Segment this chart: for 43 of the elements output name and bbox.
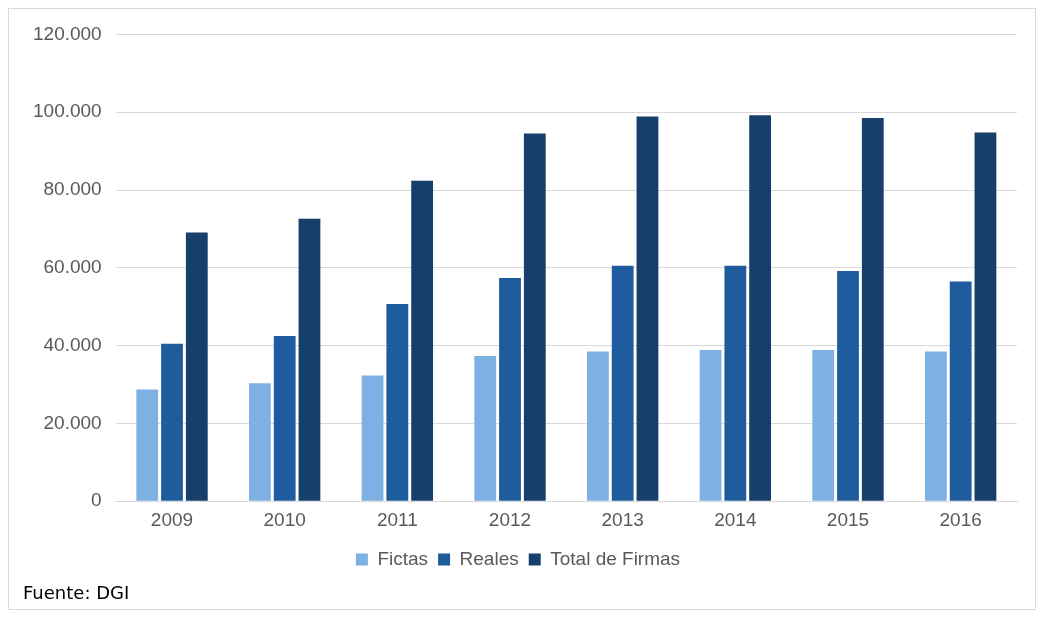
bar <box>724 265 747 501</box>
legend-label: Total de Firmas <box>550 547 681 569</box>
y-tick-label: 20.000 <box>43 411 102 433</box>
bar <box>949 281 972 501</box>
y-tick-label: 60.000 <box>43 256 102 278</box>
bar <box>298 218 321 501</box>
bar <box>136 389 159 501</box>
bar <box>812 349 835 501</box>
bar <box>586 351 609 501</box>
bar <box>636 116 659 501</box>
x-tick-label: 2012 <box>488 508 532 530</box>
bar <box>474 356 497 501</box>
bar <box>974 132 997 501</box>
y-tick-label: 0 <box>91 489 102 511</box>
bar <box>273 335 296 501</box>
bar <box>699 349 722 501</box>
y-tick-label: 40.000 <box>43 333 102 355</box>
bar <box>749 115 772 501</box>
legend-label: Reales <box>459 547 519 569</box>
source-note: Fuente: DGI <box>23 581 130 603</box>
bar <box>161 343 183 501</box>
bar <box>837 270 859 501</box>
x-tick-label: 2014 <box>714 508 757 530</box>
bar <box>924 351 947 501</box>
bar <box>185 232 208 501</box>
bar <box>411 180 434 501</box>
y-tick-label: 80.000 <box>43 178 102 200</box>
bar <box>523 133 546 501</box>
x-tick-label: 2009 <box>150 508 194 530</box>
legend-label: Fictas <box>377 547 429 569</box>
x-tick-label: 2016 <box>939 508 982 530</box>
bar <box>386 303 409 501</box>
bar <box>248 383 271 501</box>
bar <box>861 118 884 501</box>
bar <box>361 375 384 501</box>
y-tick-label: 100.000 <box>32 100 102 122</box>
y-tick-label: 120.000 <box>32 22 102 44</box>
x-tick-label: 2011 <box>376 508 418 530</box>
x-tick-label: 2010 <box>263 508 306 530</box>
x-tick-label: 2013 <box>601 508 644 530</box>
bar <box>499 277 521 501</box>
bar <box>611 265 634 501</box>
x-tick-label: 2015 <box>826 508 870 530</box>
